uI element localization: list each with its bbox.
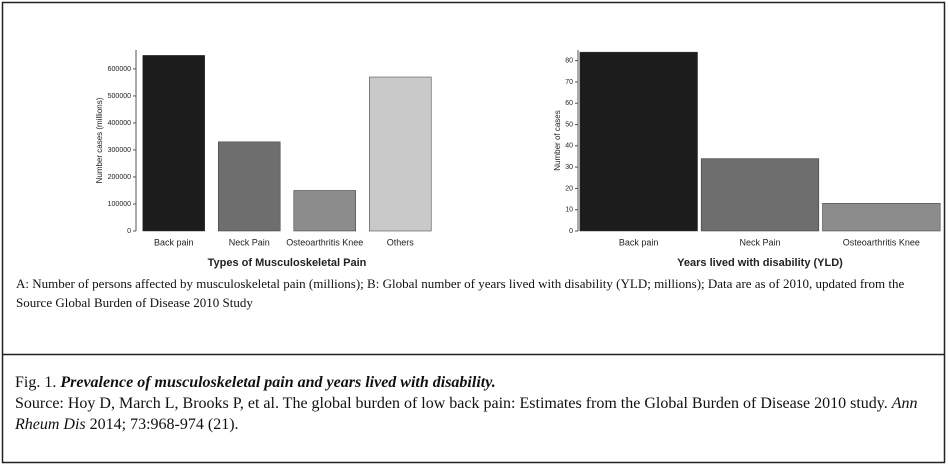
bar bbox=[369, 76, 432, 232]
charts: 0 100000 200000 300000 400000 500000 600000 Bac… bbox=[95, 50, 941, 269]
y-tick-label: 0 bbox=[569, 228, 573, 235]
x-tick-label: Neck Pain bbox=[229, 237, 270, 247]
bar bbox=[293, 190, 356, 232]
caption-citation: 2014; 73:968-974 (21). bbox=[89, 416, 239, 433]
chart-note: A: Number of persons affected by musculo… bbox=[16, 276, 905, 310]
caption-source: Source: Hoy D, March L, Brooks P, et al.… bbox=[15, 395, 888, 412]
y-axis-label: Number cases (millions) bbox=[95, 97, 104, 183]
y-tick-label: 100000 bbox=[108, 201, 131, 208]
y-tick-label: 400000 bbox=[108, 120, 131, 127]
y-tick-label: 70 bbox=[565, 79, 573, 86]
y-tick-label: 10 bbox=[565, 207, 573, 214]
caption-title: Prevalence of musculoskeletal pain and y… bbox=[60, 374, 496, 391]
x-axis-label: Years lived with disability (YLD) bbox=[677, 257, 843, 269]
bar bbox=[700, 158, 820, 232]
y-tick-label: 200000 bbox=[108, 174, 131, 181]
bar bbox=[822, 203, 941, 232]
y-tick-label: 30 bbox=[565, 164, 573, 171]
bar bbox=[218, 141, 281, 232]
x-tick-label: Osteoarthritis Knee bbox=[286, 237, 363, 247]
y-tick-label: 60 bbox=[565, 100, 573, 107]
y-tick-label: 40 bbox=[565, 143, 573, 150]
x-axis-label: Types of Musculoskeletal Pain bbox=[208, 257, 367, 269]
x-tick-label: Neck Pain bbox=[739, 237, 780, 247]
x-tick-label: Osteoarthritis Knee bbox=[843, 237, 920, 247]
y-tick-label: 600000 bbox=[108, 66, 131, 73]
caption-journal: Ann Rheum Dis bbox=[15, 395, 918, 433]
x-tick-label: Back pain bbox=[154, 237, 194, 247]
y-tick-label: 300000 bbox=[108, 147, 131, 154]
y-tick-label: 20 bbox=[565, 185, 573, 192]
x-tick-label: Others bbox=[387, 237, 415, 247]
caption-label: Fig. 1. bbox=[15, 374, 57, 391]
y-tick-label: 80 bbox=[565, 57, 573, 64]
y-tick-label: 500000 bbox=[108, 93, 131, 100]
y-tick-label: 0 bbox=[127, 228, 131, 235]
bar bbox=[579, 51, 698, 232]
bar bbox=[142, 55, 205, 232]
y-tick-label: 50 bbox=[565, 121, 573, 128]
x-tick-label: Back pain bbox=[619, 237, 659, 247]
figure-caption: Fig. 1. Prevalence of musculoskeletal pa… bbox=[15, 372, 935, 435]
y-axis-label: Number of cases bbox=[553, 110, 562, 170]
